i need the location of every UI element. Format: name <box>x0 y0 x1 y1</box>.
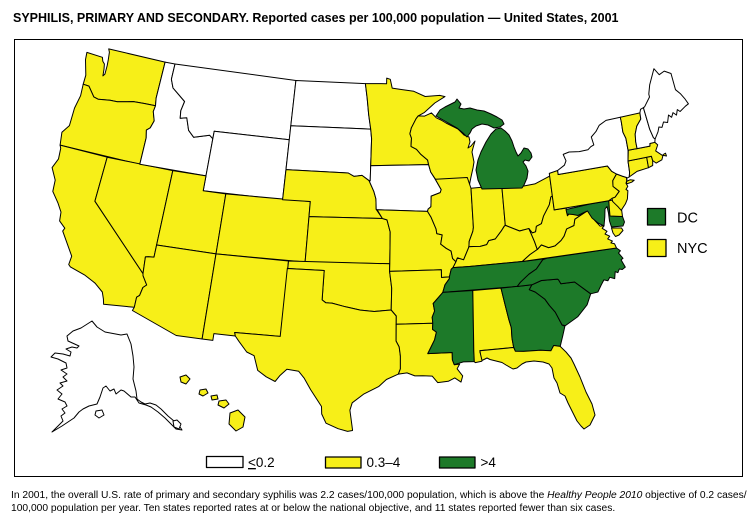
svg-text:NYC: NYC <box>677 241 708 257</box>
svg-text:>4: >4 <box>481 455 497 470</box>
svg-text:0.3–4: 0.3–4 <box>367 455 401 470</box>
svg-text:DC: DC <box>677 211 698 227</box>
svg-text:<0.2: <0.2 <box>248 455 275 470</box>
